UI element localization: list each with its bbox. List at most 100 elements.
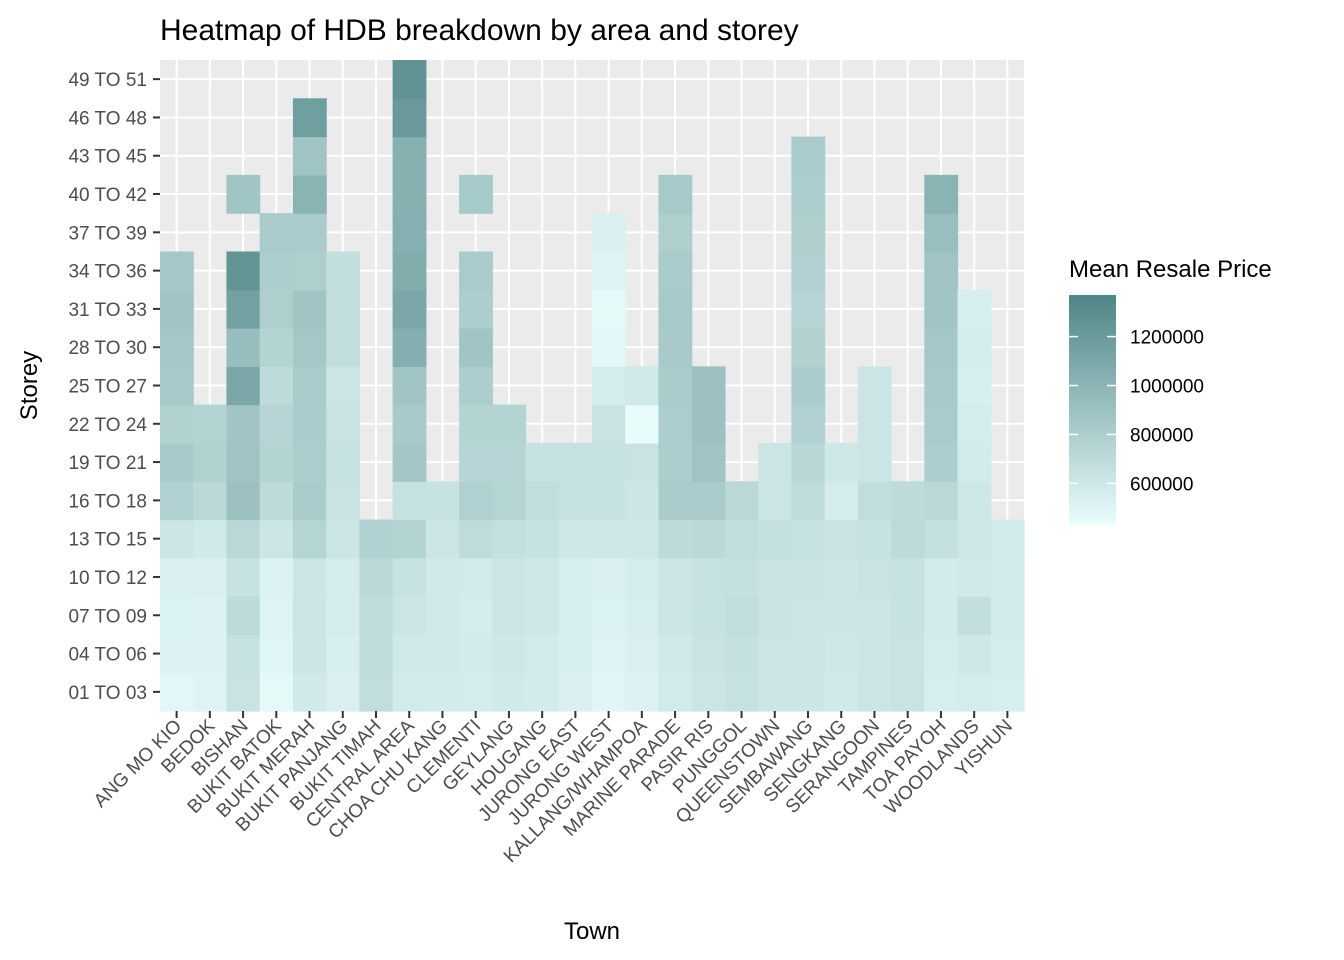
- heatmap-cell: [292, 481, 327, 521]
- heatmap-cell: [392, 213, 427, 253]
- heatmap-cell: [160, 672, 194, 712]
- heatmap-cell: [359, 557, 394, 597]
- heatmap-cell: [791, 213, 826, 253]
- heatmap-cell: [957, 634, 992, 674]
- heatmap-cell: [857, 557, 892, 597]
- heatmap-cell: [525, 442, 560, 482]
- heatmap-cell: [658, 519, 693, 559]
- heatmap-cell: [724, 557, 759, 597]
- heatmap-cell: [558, 519, 593, 559]
- heatmap-cell: [259, 634, 294, 674]
- heatmap-cell: [492, 596, 527, 636]
- heatmap-cell: [492, 519, 527, 559]
- heatmap-cell: [891, 519, 925, 559]
- heatmap-cell: [326, 634, 360, 674]
- heatmap-cell: [226, 481, 261, 521]
- heatmap-cell: [891, 672, 925, 712]
- heatmap-cell: [592, 251, 626, 291]
- heatmap-cell: [525, 672, 560, 712]
- heatmap-cell: [592, 557, 626, 597]
- heatmap-cell: [924, 672, 959, 712]
- heatmap-cell: [259, 213, 294, 253]
- heatmap-cell: [459, 328, 493, 367]
- heatmap-cell: [758, 596, 792, 636]
- heatmap-cell: [326, 672, 360, 712]
- heatmap-cell: [558, 634, 593, 674]
- heatmap-cell: [392, 366, 427, 406]
- heatmap-cell: [525, 634, 560, 674]
- y-tick-label: 49 TO 51: [68, 70, 147, 91]
- heatmap-cell: [392, 251, 427, 291]
- heatmap-cell: [625, 596, 660, 636]
- heatmap-cell: [957, 557, 992, 597]
- heatmap-cell: [924, 634, 959, 674]
- heatmap-cell: [592, 213, 626, 253]
- heatmap-cell: [791, 596, 826, 636]
- y-tick-label: 46 TO 48: [68, 108, 147, 129]
- heatmap-cell: [160, 289, 194, 329]
- heatmap-cell: [160, 442, 194, 482]
- heatmap-cell: [326, 519, 360, 559]
- heatmap-cell: [292, 672, 327, 712]
- heatmap-cell: [226, 557, 261, 597]
- heatmap-cell: [957, 596, 992, 636]
- heatmap-cell: [459, 481, 493, 521]
- heatmap-cell: [292, 174, 327, 214]
- heatmap-cell: [924, 366, 959, 406]
- heatmap-cell: [990, 634, 1025, 674]
- heatmap-cell: [459, 251, 493, 291]
- heatmap-cell: [558, 481, 593, 521]
- heatmap-cell: [592, 596, 626, 636]
- heatmap-cell: [292, 328, 327, 367]
- heatmap-cell: [226, 596, 261, 636]
- heatmap-cell: [857, 366, 892, 406]
- heatmap-cell: [857, 634, 892, 674]
- heatmap-cell: [326, 442, 360, 482]
- heatmap-cell: [160, 596, 194, 636]
- heatmap-cell: [226, 174, 261, 214]
- heatmap-cell: [724, 596, 759, 636]
- heatmap-cell: [359, 519, 394, 559]
- heatmap-cell: [824, 442, 859, 482]
- heatmap-cell: [160, 557, 194, 597]
- heatmap-cell: [592, 328, 626, 367]
- heatmap-cell: [459, 672, 493, 712]
- heatmap-cell: [957, 289, 992, 329]
- heatmap-cell: [425, 634, 460, 674]
- heatmap-cell: [226, 366, 261, 406]
- heatmap-cell: [459, 519, 493, 559]
- heatmap-cell: [658, 481, 693, 521]
- heatmap-cell: [326, 557, 360, 597]
- heatmap-cell: [392, 174, 427, 214]
- heatmap-cell: [592, 634, 626, 674]
- y-tick-label: 34 TO 36: [68, 262, 147, 283]
- heatmap-cell: [326, 404, 360, 444]
- color-legend: Mean Resale Price 600000 800000 1000000 120…: [1069, 256, 1272, 525]
- heatmap-cell: [625, 557, 660, 597]
- legend-tick-label: 600000: [1130, 474, 1193, 495]
- heatmap-cell: [525, 557, 560, 597]
- heatmap-cell: [724, 672, 759, 712]
- heatmap-cell: [791, 672, 826, 712]
- heatmap-cell: [392, 672, 427, 712]
- heatmap-cell: [259, 289, 294, 329]
- heatmap-cell: [924, 404, 959, 444]
- heatmap-cell: [193, 596, 228, 636]
- heatmap-cell: [625, 634, 660, 674]
- heatmap-cell: [492, 672, 527, 712]
- legend-tick-label: 800000: [1130, 425, 1193, 446]
- heatmap-cell: [193, 481, 228, 521]
- heatmap-cell: [592, 481, 626, 521]
- heatmap-cell: [658, 557, 693, 597]
- heatmap-cell: [193, 442, 228, 482]
- heatmap-cell: [259, 251, 294, 291]
- heatmap-cell: [891, 557, 925, 597]
- y-tick-label: 43 TO 45: [68, 147, 147, 168]
- heatmap-cell: [658, 404, 693, 444]
- heatmap-cell: [924, 442, 959, 482]
- heatmap-cell: [658, 289, 693, 329]
- heatmap-cell: [658, 366, 693, 406]
- heatmap-cell: [425, 481, 460, 521]
- heatmap-cell: [957, 442, 992, 482]
- heatmap-cell: [857, 481, 892, 521]
